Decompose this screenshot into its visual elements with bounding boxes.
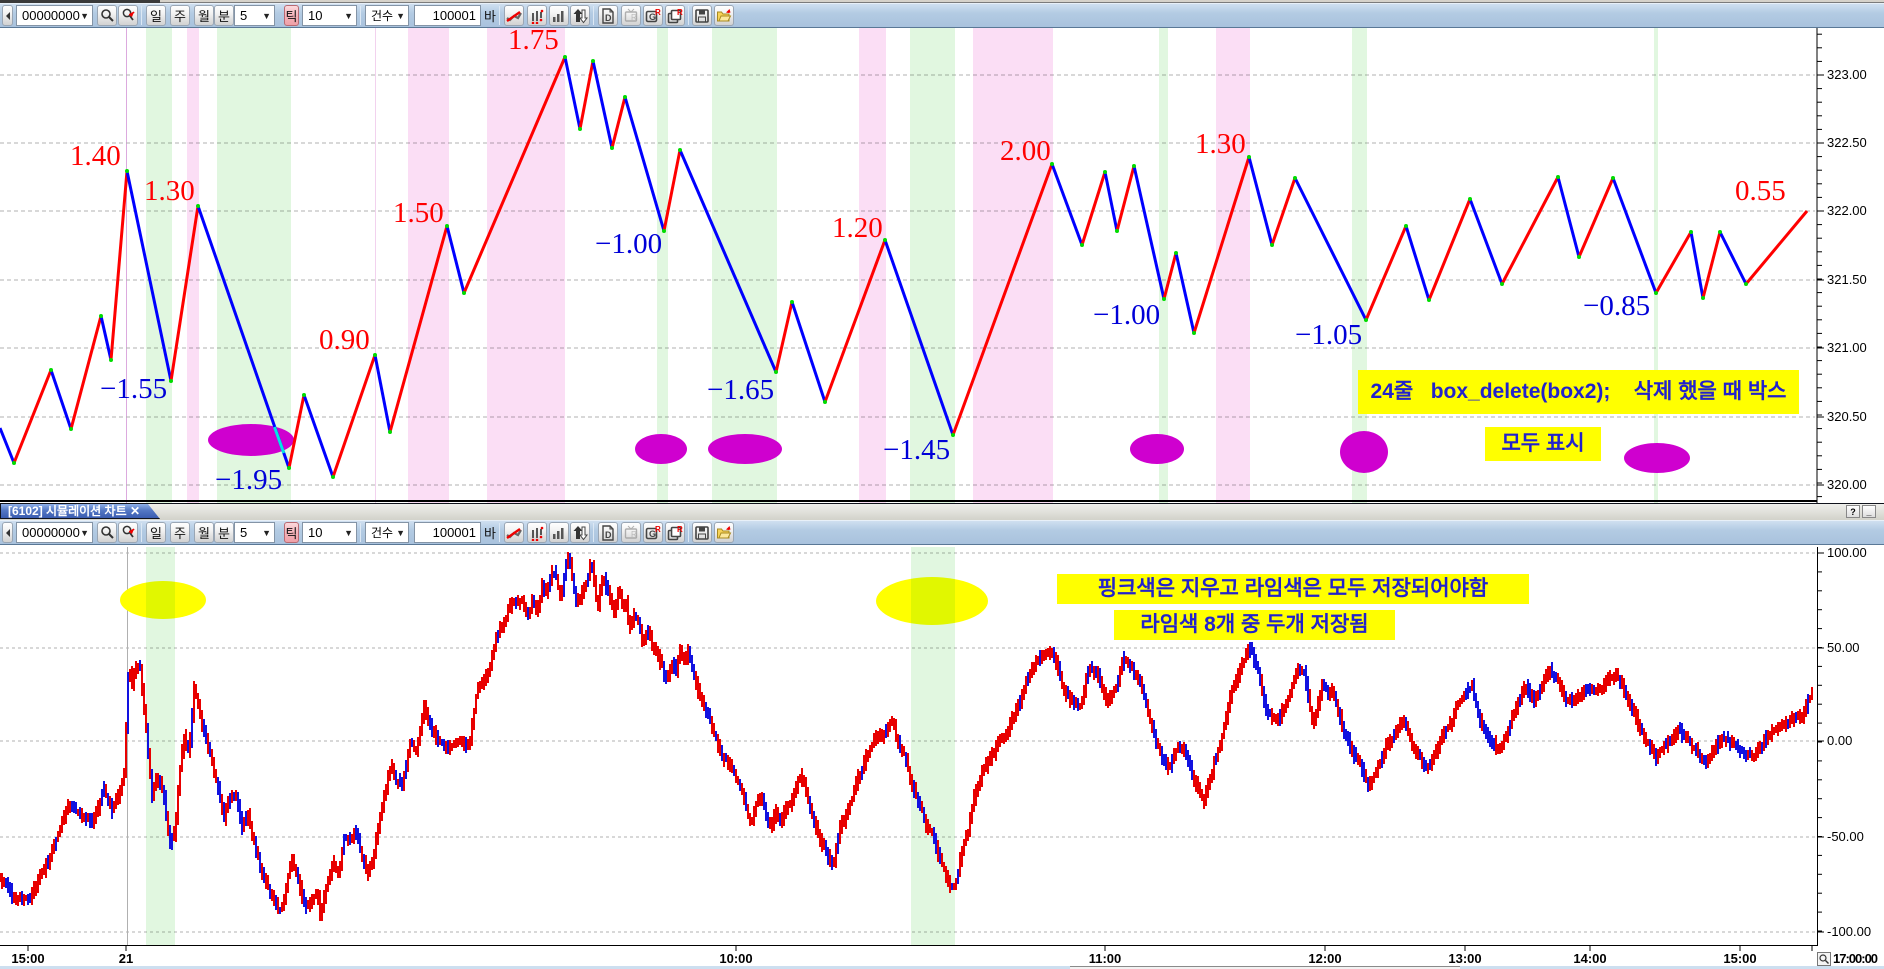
svg-text:R: R <box>677 525 683 534</box>
svg-text:R: R <box>677 8 683 17</box>
svg-text:R: R <box>655 525 661 534</box>
svg-text:R: R <box>655 8 661 17</box>
svg-text:G: G <box>649 12 656 22</box>
svg-text:D: D <box>605 13 612 23</box>
svg-text:G: G <box>649 529 656 539</box>
svg-text:R: R <box>631 530 637 539</box>
svg-text:R: R <box>631 13 637 22</box>
svg-text:D: D <box>605 530 612 540</box>
